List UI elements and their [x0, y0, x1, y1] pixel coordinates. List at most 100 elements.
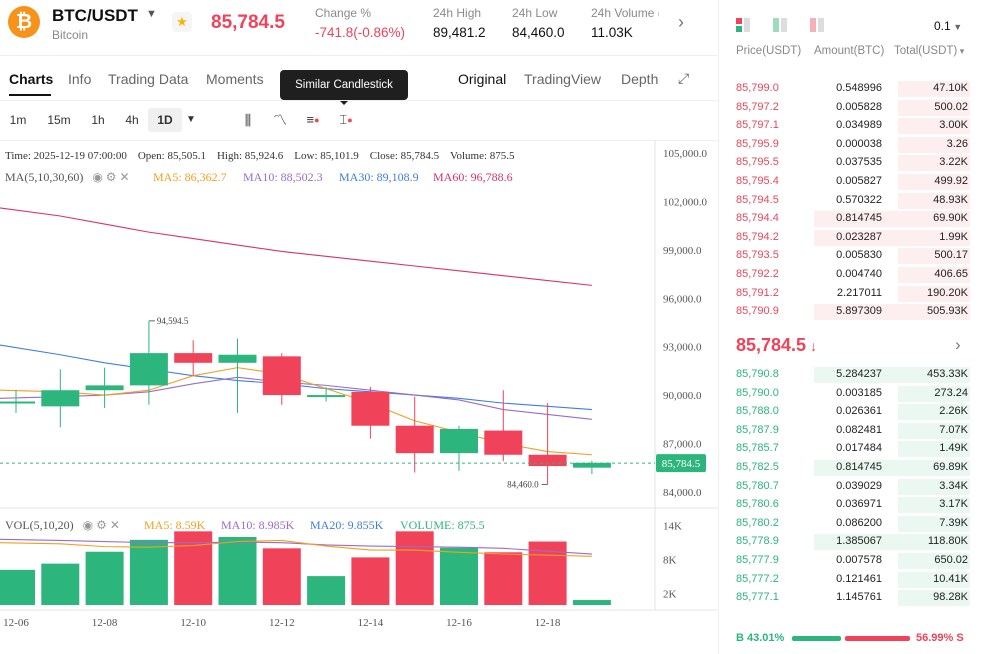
ask-total: 3.26 — [946, 137, 968, 150]
ask-row[interactable]: 85,795.9 0.000038 3.26 — [730, 136, 970, 154]
orderbook-both-icon[interactable] — [736, 18, 750, 32]
ask-row[interactable]: 85,799.0 0.548996 47.10K — [730, 80, 970, 98]
bid-row[interactable]: 85,777.2 0.121461 10.41K — [730, 571, 970, 589]
bid-total: 10.41K — [933, 572, 968, 585]
bid-row[interactable]: 85,790.8 5.284237 453.33K — [730, 366, 970, 384]
depth-bar — [814, 211, 970, 228]
bid-price: 85,787.9 — [736, 423, 779, 436]
x-tick-label: 12-06 — [3, 617, 29, 629]
bid-price: 85,790.0 — [736, 386, 779, 399]
ask-row[interactable]: 85,794.4 0.814745 69.90K — [730, 210, 970, 228]
similar-candlestick-icon[interactable]: ⌶● — [339, 112, 353, 127]
ask-price: 85,795.5 — [736, 156, 779, 169]
tab-info[interactable]: Info — [68, 71, 92, 87]
bid-row[interactable]: 85,777.9 0.007578 650.02 — [730, 552, 970, 570]
depth-bar — [814, 534, 970, 551]
tab-tradingview[interactable]: TradingView — [524, 71, 602, 87]
candlestick-chart[interactable]: 105,000.0 102,000.0 99,000.0 96,000.0 93,000… — [0, 140, 717, 654]
vol-ma20-value: MA20: 9.855K — [310, 518, 384, 532]
bid-row[interactable]: 85,788.0 0.026361 2.26K — [730, 403, 970, 421]
ask-row[interactable]: 85,794.5 0.570322 48.93K — [730, 192, 970, 210]
depth-bar — [898, 174, 970, 190]
sort-icon[interactable]: ▾ — [957, 46, 965, 56]
bid-total: 2.26K — [939, 405, 968, 418]
bid-row[interactable]: 85,787.9 0.082481 7.07K — [730, 422, 970, 440]
tab-original[interactable]: Original — [458, 71, 507, 87]
tab-moments[interactable]: Moments — [206, 71, 264, 87]
chevron-down-icon[interactable]: ▼ — [146, 8, 157, 20]
ask-row[interactable]: 85,795.4 0.005827 499.92 — [730, 173, 970, 191]
bid-row[interactable]: 85,782.5 0.814745 69.89K — [730, 459, 970, 477]
buy-ratio: B 43.01% — [736, 632, 785, 644]
tab-depth[interactable]: Depth — [621, 71, 659, 87]
bid-row[interactable]: 85,780.2 0.086200 7.39K — [730, 515, 970, 533]
ask-row[interactable]: 85,797.2 0.005828 500.02 — [730, 99, 970, 117]
orderbook-asks-icon[interactable] — [810, 18, 824, 32]
ask-amount: 0.037535 — [836, 156, 882, 169]
tab-charts[interactable]: Charts — [9, 71, 54, 87]
candle-type-icon[interactable]: ⫼ — [244, 112, 252, 128]
ask-row[interactable]: 85,791.2 2.217011 190.20K — [730, 285, 970, 303]
vol-ma10-line — [0, 538, 592, 555]
low-value: 84,460.0 — [512, 25, 565, 40]
ask-row[interactable]: 85,790.9 5.897309 505.93K — [730, 303, 970, 321]
expand-icon[interactable]: ⤢ — [678, 70, 690, 86]
bid-amount: 0.082481 — [836, 423, 882, 436]
bid-price: 85,777.2 — [736, 572, 779, 585]
ask-amount: 5.897309 — [836, 305, 882, 318]
ask-total: 48.93K — [933, 193, 968, 206]
interval-1d[interactable]: 1D — [148, 108, 182, 132]
orderbook-bids-icon[interactable] — [773, 18, 787, 32]
bid-row[interactable]: 85,785.7 0.017484 1.49K — [730, 440, 970, 458]
indicator-icon[interactable]: 〽 — [273, 112, 287, 128]
tab-trading-data[interactable]: Trading Data — [108, 71, 189, 87]
bid-row[interactable]: 85,778.9 1.385067 118.80K — [730, 533, 970, 551]
ask-price: 85,799.0 — [736, 82, 779, 94]
price-step-select[interactable]: 0.1 ▼ — [934, 19, 962, 33]
bid-row[interactable]: 85,777.1 1.145761 98.28K — [730, 589, 970, 607]
mid-price-value: 85,784.5 — [736, 335, 807, 355]
chevron-right-icon[interactable]: › — [678, 12, 684, 32]
drawing-tools-icon[interactable]: ≡● — [306, 112, 320, 127]
depth-bar — [898, 285, 970, 302]
interval-dropdown-icon[interactable]: ▼ — [186, 114, 196, 125]
y-tick-label: 93,000.0 — [663, 342, 702, 354]
x-tick-label: 12-08 — [92, 617, 118, 629]
mid-chevron-right-icon[interactable]: › — [955, 335, 961, 354]
bid-row[interactable]: 85,790.0 0.003185 273.24 — [730, 385, 970, 403]
ask-row[interactable]: 85,792.2 0.004740 406.65 — [730, 266, 970, 284]
ask-row[interactable]: 85,793.5 0.005830 500.17 — [730, 247, 970, 265]
vol-eye-icon[interactable]: ◉ ⚙ ✕ — [76, 518, 120, 532]
ask-price: 85,794.4 — [736, 212, 779, 225]
sell-ratio: 56.99% S — [916, 632, 964, 644]
step-chevron-icon: ▼ — [950, 22, 963, 32]
bid-price: 85,778.9 — [736, 535, 779, 548]
tab-underline — [9, 94, 51, 96]
ask-row[interactable]: 85,795.5 0.037535 3.22K — [730, 154, 970, 172]
ask-total: 3.00K — [939, 119, 968, 132]
bid-amount: 0.086200 — [836, 516, 882, 529]
depth-bar — [898, 248, 970, 265]
bid-row[interactable]: 85,780.7 0.039029 3.34K — [730, 478, 970, 496]
interval-1h[interactable]: 1h — [91, 113, 105, 127]
interval-1m[interactable]: 1m — [9, 113, 27, 127]
eye-icon[interactable]: ◉ ⚙ ✕ — [86, 170, 130, 184]
vol-ma10-value: MA10: 8.985K — [221, 518, 295, 532]
ask-price: 85,795.9 — [736, 137, 779, 150]
interval-15m[interactable]: 15m — [47, 113, 71, 127]
star-icon[interactable]: ★ — [172, 12, 192, 32]
bid-price: 85,788.0 — [736, 405, 779, 418]
candle-body — [572, 462, 611, 468]
bid-amount: 0.003185 — [836, 386, 882, 399]
ohlc-volume: Volume: 875.5 — [449, 150, 515, 162]
interval-4h[interactable]: 4h — [125, 113, 139, 127]
bid-row[interactable]: 85,780.6 0.036971 3.17K — [730, 496, 970, 514]
ask-row[interactable]: 85,797.1 0.034989 3.00K — [730, 117, 970, 135]
ask-amount: 0.004740 — [836, 268, 882, 280]
bid-total: 453.33K — [927, 368, 968, 380]
depth-bar — [898, 497, 970, 514]
pair-name[interactable]: BTC/USDT — [52, 6, 138, 25]
ask-row[interactable]: 85,794.2 0.023287 1.99K — [730, 229, 970, 247]
candle-body — [395, 425, 434, 454]
